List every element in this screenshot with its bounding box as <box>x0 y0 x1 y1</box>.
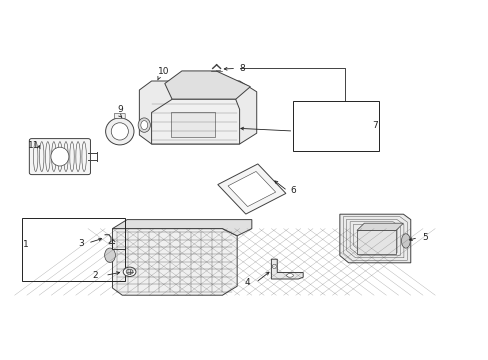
Polygon shape <box>164 71 250 99</box>
Text: 7: 7 <box>372 122 378 130</box>
Polygon shape <box>139 81 256 144</box>
Bar <box>356 230 395 254</box>
Ellipse shape <box>111 123 128 140</box>
Ellipse shape <box>272 264 276 269</box>
Text: 8: 8 <box>239 64 244 73</box>
Text: 5: 5 <box>422 233 427 242</box>
Ellipse shape <box>105 118 134 145</box>
Bar <box>293 101 378 151</box>
Polygon shape <box>112 220 251 236</box>
Bar <box>22 218 124 281</box>
Ellipse shape <box>141 121 147 130</box>
Text: 3: 3 <box>78 238 83 248</box>
Polygon shape <box>356 223 403 230</box>
Text: 10: 10 <box>158 68 169 77</box>
Ellipse shape <box>126 269 133 274</box>
Ellipse shape <box>51 147 69 166</box>
Text: 9: 9 <box>117 105 122 114</box>
Ellipse shape <box>138 118 150 132</box>
Ellipse shape <box>123 267 136 276</box>
Ellipse shape <box>401 234 409 248</box>
Polygon shape <box>271 259 303 279</box>
Text: 6: 6 <box>290 186 296 195</box>
Bar <box>112 229 237 295</box>
Polygon shape <box>112 229 237 295</box>
Polygon shape <box>151 99 239 144</box>
FancyBboxPatch shape <box>29 139 90 175</box>
Text: 11: 11 <box>27 141 39 150</box>
Text: 2: 2 <box>92 271 98 280</box>
Text: 4: 4 <box>244 278 249 287</box>
Polygon shape <box>227 171 275 207</box>
Ellipse shape <box>286 274 293 277</box>
Ellipse shape <box>150 87 163 100</box>
Polygon shape <box>217 164 285 214</box>
FancyBboxPatch shape <box>114 113 125 118</box>
Polygon shape <box>339 214 410 263</box>
Bar <box>171 112 215 137</box>
Ellipse shape <box>144 83 168 104</box>
Text: 1: 1 <box>23 240 29 249</box>
Ellipse shape <box>104 248 115 262</box>
